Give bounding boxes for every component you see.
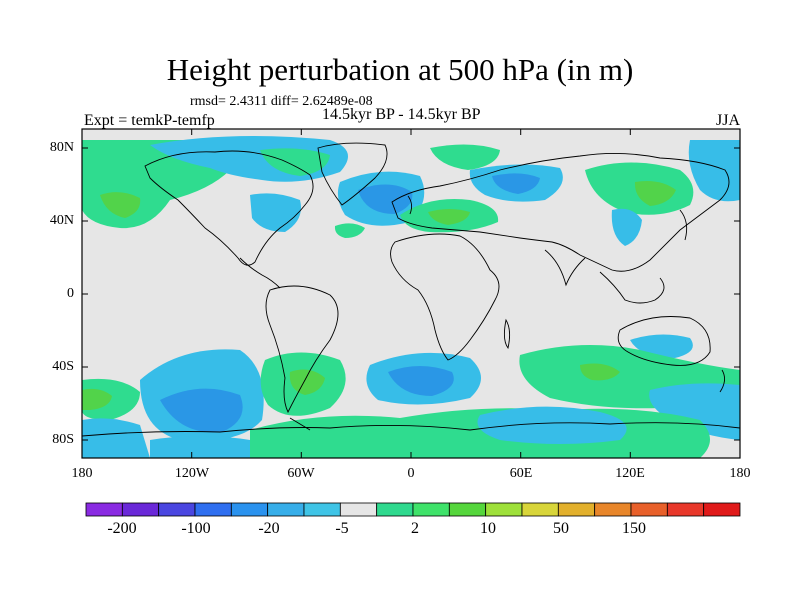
lon-label-60e: 60E [509, 466, 533, 481]
colorbar-swatch-4 [230, 502, 269, 517]
map-title: Height perturbation at 500 hPa (in m) [166, 52, 634, 87]
season-label: JJA [716, 112, 741, 129]
colorbar-label-neg20: -20 [258, 520, 280, 537]
lon-label-120w: 120W [174, 466, 210, 481]
coast-uk [407, 195, 413, 215]
colorbar-label-10: 10 [480, 520, 496, 537]
colorbar-swatch-6 [303, 502, 341, 517]
contour-blue-antarctic-w [150, 436, 250, 458]
contour-blue-pacific-w [611, 208, 642, 246]
contour-green-s-america-dark [289, 369, 325, 395]
contour-green-sw-dark [82, 388, 112, 410]
lat-ticks [82, 147, 740, 441]
coast-africa [390, 233, 500, 361]
lon-ticks [81, 129, 741, 458]
contour-green-na-dark [100, 192, 141, 218]
colorbar-label-neg200: -200 [107, 520, 137, 537]
contour-green-s-indian-dark [580, 363, 620, 381]
colorbar-swatch-14 [594, 502, 632, 517]
period-label: 14.5kyr BP - 14.5kyr BP [322, 106, 481, 123]
lon-label-0: 0 [407, 466, 415, 481]
contour-blue-antarctic [477, 406, 627, 444]
stats-text: rmsd= 2.4311 diff= 2.62489e-08 [190, 94, 373, 109]
lat-label-0: 0 [67, 286, 74, 301]
colorbar-swatch-2 [158, 502, 196, 517]
colorbar-label-2: 2 [411, 520, 419, 537]
contour-green-europe-dark [428, 209, 470, 225]
contour-green-pacific [334, 223, 365, 238]
lat-label-40s: 40S [52, 359, 74, 374]
lat-label-80s: 80S [52, 432, 74, 447]
colorbar-label-150: 150 [622, 520, 646, 537]
coast-japan [679, 209, 688, 241]
colorbar-swatch-1 [121, 502, 160, 517]
contour-green-sw [82, 378, 140, 420]
colorbar-swatch-0 [85, 502, 123, 517]
colorbar-swatch-16 [666, 502, 705, 517]
coast-south-america [265, 285, 339, 414]
colorbar-swatch-8 [376, 502, 414, 517]
colorbar-swatch-13 [557, 502, 596, 517]
coast-australia [617, 316, 711, 366]
colorbar-swatch-11 [485, 502, 523, 517]
lat-label-40n: 40N [49, 213, 74, 228]
colorbar-swatch-15 [630, 502, 668, 517]
colorbar-swatch-10 [448, 502, 487, 517]
colorbar-swatch-3 [194, 502, 232, 517]
lon-label-60w: 60W [287, 466, 315, 481]
contour-blue-sw-corner [82, 418, 150, 458]
colorbar [85, 502, 741, 517]
coast-greenland [317, 142, 388, 206]
coast-antarctica [82, 422, 740, 437]
contour-green-asia-dark [634, 181, 676, 206]
lon-label-120e: 120E [615, 466, 645, 481]
lat-label-80n: 80N [49, 140, 74, 155]
experiment-label: Expt = temkP-temfp [84, 112, 215, 129]
coast-antarctic-peninsula [289, 417, 311, 431]
coastlines [82, 142, 740, 437]
colorbar-swatch-17 [703, 502, 741, 517]
contour-green-arctic-e [430, 144, 500, 170]
contour-blue-s-atlantic-mid [388, 366, 454, 396]
contour-blue-atlantic-mid [358, 184, 413, 214]
contour-green-arctic [260, 148, 330, 176]
coast-new-zealand [719, 369, 725, 393]
colorbar-swatch-9 [412, 502, 450, 517]
lon-label-180e: 180 [729, 466, 751, 481]
colorbar-label-neg5: -5 [335, 520, 349, 537]
coast-central-america [239, 257, 281, 289]
coast-madagascar [503, 318, 511, 350]
lon-label-180w: 180 [71, 466, 93, 481]
contour-blue-ne [688, 140, 740, 202]
coast-europe [391, 152, 730, 272]
coast-india [544, 249, 586, 287]
colorbar-label-neg100: -100 [181, 520, 211, 537]
contour-blue-eurasia-mid [492, 173, 540, 194]
colorbar-swatch-5 [267, 502, 305, 517]
colorbar-label-50: 50 [553, 520, 569, 537]
coast-se-asia [599, 271, 665, 304]
colorbar-swatch-7 [339, 502, 378, 517]
coast-north-america [144, 150, 314, 266]
colorbar-swatch-12 [521, 502, 559, 517]
contour-blue-south-pacific-mid [160, 388, 243, 433]
